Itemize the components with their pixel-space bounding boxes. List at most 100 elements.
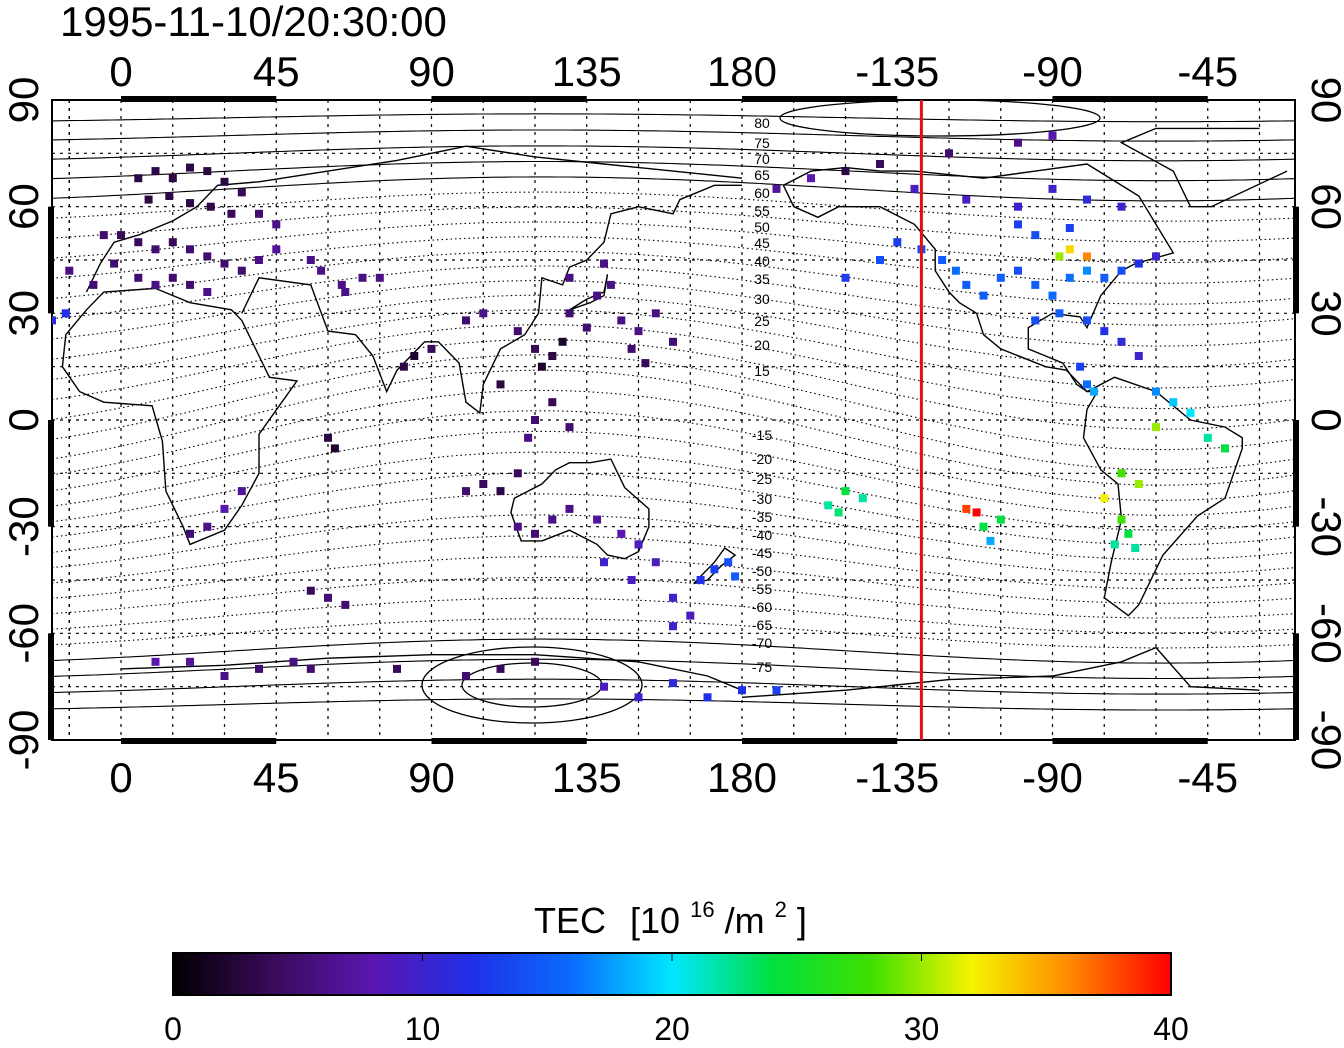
tec-point	[220, 259, 229, 268]
tec-point	[479, 309, 488, 318]
tec-point	[134, 174, 143, 183]
bottom-lon-label: -135	[855, 754, 939, 801]
tec-point	[841, 487, 850, 496]
contour-label: -55	[752, 581, 772, 597]
tec-point	[996, 515, 1005, 524]
coastline	[241, 184, 742, 415]
right-lat-label: 90	[1303, 77, 1344, 124]
tec-point	[513, 522, 522, 531]
tec-point	[227, 209, 236, 218]
tec-point	[1100, 327, 1109, 336]
colorbar-tick-label: 0	[164, 1011, 182, 1047]
tec-point	[1117, 202, 1126, 211]
tec-point	[893, 238, 902, 247]
tec-point	[99, 231, 108, 240]
tec-point	[203, 252, 212, 261]
tec-point	[168, 238, 177, 247]
tec-point	[858, 494, 867, 503]
tec-point	[375, 273, 384, 282]
tec-point	[255, 256, 263, 264]
colorbar-ticks: 0 10 20 30 40	[164, 953, 1189, 1047]
top-lon-label: 45	[253, 48, 300, 95]
frame-ticks	[48, 96, 1299, 744]
tec-point	[203, 167, 212, 176]
tec-point	[834, 508, 843, 517]
tec-point	[1014, 138, 1022, 147]
left-lat-label: 60	[0, 183, 47, 230]
coastline	[120, 646, 1260, 698]
tec-point	[962, 195, 971, 204]
frame-tick-top	[1052, 96, 1208, 102]
tec-point	[876, 256, 884, 264]
tec-point	[617, 316, 626, 325]
colorbar-tick-label: 30	[904, 1011, 940, 1047]
tec-point	[565, 504, 574, 513]
tec-point	[255, 664, 263, 673]
top-lon-label: 180	[707, 48, 777, 95]
tec-point	[1031, 280, 1040, 289]
tec-point	[341, 288, 350, 296]
tec-point	[220, 177, 229, 186]
tec-point	[627, 344, 636, 353]
tec-point	[337, 280, 346, 289]
tec-point	[600, 558, 608, 567]
contour-label: -15	[752, 427, 772, 443]
contour-line	[52, 145, 1295, 162]
tec-point	[1048, 291, 1057, 300]
tec-point	[537, 362, 546, 371]
contour-label: -60	[752, 599, 772, 615]
frame-tick-top	[431, 96, 587, 102]
tec-point	[634, 693, 643, 702]
tec-point	[565, 273, 574, 282]
contour-label: 20	[754, 337, 770, 353]
bottom-lon-label: -45	[1177, 754, 1238, 801]
top-lon-label: 135	[552, 48, 622, 95]
tec-point	[686, 611, 695, 620]
tec-point	[203, 522, 212, 531]
tec-point	[1124, 529, 1133, 538]
tec-point	[206, 202, 215, 211]
svg-text:TEC [10 16 /: TEC [10 16 /m 2 ]	[534, 884, 807, 941]
coastline	[1119, 127, 1288, 208]
tec-point	[237, 266, 246, 275]
tec-point	[938, 256, 947, 264]
tec-point	[1152, 423, 1160, 432]
tec-point	[641, 359, 650, 368]
tec-point	[61, 309, 70, 318]
contour-line	[52, 160, 1295, 182]
contour-line	[52, 618, 1295, 649]
tec-point	[462, 487, 470, 496]
grid-lines	[52, 100, 1295, 740]
tec-point	[237, 188, 246, 197]
tec-point	[962, 504, 971, 513]
tec-point	[65, 266, 74, 275]
tec-point	[606, 280, 615, 289]
tec-point	[1065, 273, 1074, 282]
magnetic-contours	[52, 100, 1295, 724]
tec-point	[910, 184, 919, 193]
tec-point	[1065, 224, 1074, 232]
map-frame	[51, 99, 1296, 741]
contour-line	[52, 354, 1295, 451]
tec-point	[272, 245, 281, 254]
colorbar-unit-mid: /m	[725, 900, 765, 941]
contour-label: 35	[754, 271, 770, 287]
left-lat-label: -30	[0, 496, 47, 557]
tec-point	[651, 309, 660, 318]
tec-point	[1203, 433, 1212, 442]
tec-point	[1048, 184, 1057, 193]
contour-label: -70	[752, 635, 772, 651]
tec-point	[317, 266, 326, 275]
tec-point	[496, 380, 505, 389]
top-lon-label: 0	[109, 48, 132, 95]
tec-point	[531, 529, 539, 538]
tec-point	[306, 664, 315, 673]
tec-point	[168, 273, 177, 282]
contour-line	[52, 577, 1295, 619]
contour-label: 40	[754, 253, 770, 269]
tec-point	[772, 686, 781, 695]
contour-label: 70	[754, 151, 770, 167]
bottom-lon-label: 45	[253, 754, 300, 801]
frame-tick-left	[48, 420, 54, 527]
